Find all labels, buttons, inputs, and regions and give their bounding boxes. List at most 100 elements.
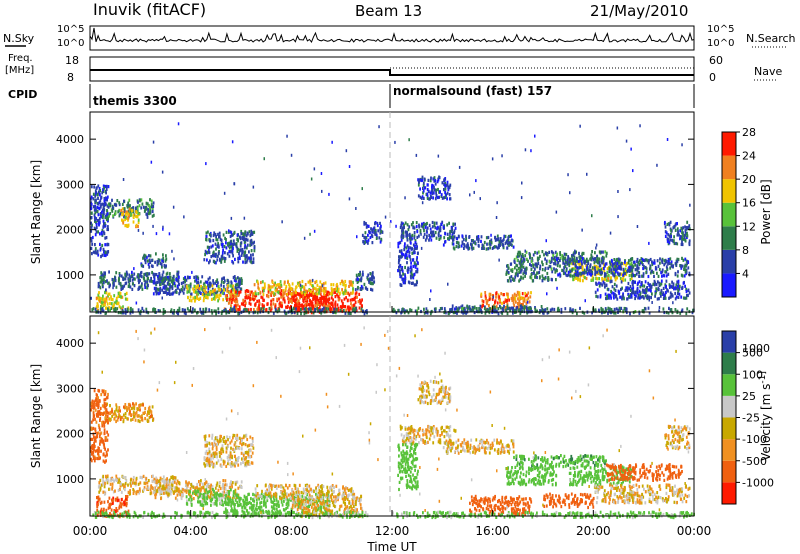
data-cell	[637, 281, 639, 285]
data-cell	[590, 269, 593, 273]
data-cell	[641, 309, 644, 313]
data-cell	[552, 253, 555, 257]
data-cell	[645, 271, 648, 275]
data-cell	[213, 309, 216, 313]
freq-series	[90, 69, 694, 76]
data-cell	[141, 476, 143, 480]
data-cell	[98, 187, 101, 191]
data-cell	[101, 243, 104, 248]
data-cell	[154, 260, 156, 264]
data-cell	[400, 283, 402, 287]
data-cell	[118, 281, 121, 285]
data-cell	[634, 280, 636, 284]
data-cell	[407, 311, 410, 315]
data-cell	[309, 307, 312, 311]
data-cell	[420, 224, 423, 228]
data-cell	[671, 280, 673, 284]
data-cell	[631, 287, 633, 291]
data-cell	[476, 237, 478, 241]
data-cell	[420, 196, 423, 200]
data-cell	[163, 280, 165, 284]
data-cell	[198, 287, 201, 291]
data-cell	[527, 291, 530, 295]
data-cell	[268, 285, 271, 289]
data-cell	[519, 267, 522, 272]
data-cell	[256, 280, 259, 284]
data-cell	[109, 283, 111, 287]
data-cell	[674, 291, 677, 296]
data-cell	[495, 245, 498, 249]
data-cell	[145, 212, 148, 216]
data-cell	[368, 231, 371, 235]
data-cell	[481, 299, 484, 303]
data-cell	[604, 262, 607, 266]
data-cell	[157, 261, 160, 265]
data-cell	[188, 309, 191, 313]
data-cell	[507, 306, 510, 311]
colorbar-swatch	[722, 132, 736, 156]
data-cell	[246, 258, 249, 262]
data-cell	[410, 271, 413, 275]
data-cell	[669, 284, 671, 288]
data-cell	[107, 243, 110, 247]
data-cell	[573, 273, 576, 277]
data-cell	[583, 268, 586, 272]
data-cell	[232, 294, 234, 298]
data-cell	[295, 285, 298, 289]
data-cell	[414, 261, 416, 265]
data-cell	[689, 203, 691, 207]
data-cell	[437, 154, 440, 158]
data-cell	[416, 235, 419, 239]
data-cell	[557, 307, 559, 311]
data-cell	[416, 267, 419, 271]
data-cell	[659, 294, 662, 298]
data-cell	[519, 308, 522, 312]
data-cell	[300, 287, 302, 291]
data-cell	[144, 283, 146, 287]
data-cell	[186, 275, 189, 279]
data-cell	[603, 269, 606, 273]
data-cell	[141, 306, 144, 310]
data-cell	[91, 223, 93, 227]
data-cell	[579, 272, 582, 276]
data-cell	[505, 308, 507, 312]
data-cell	[240, 277, 243, 281]
data-cell	[213, 292, 216, 296]
data-cell	[244, 257, 247, 261]
data-cell	[103, 275, 106, 279]
data-cell	[222, 291, 224, 295]
data-cell	[589, 257, 591, 261]
data-cell	[106, 209, 108, 213]
data-cell	[212, 250, 215, 254]
data-cell	[112, 214, 114, 218]
data-cell	[596, 270, 598, 274]
data-cell	[274, 286, 277, 291]
data-cell	[609, 280, 612, 284]
data-cell	[370, 282, 373, 286]
data-cell	[97, 485, 100, 489]
data-cell	[239, 290, 242, 294]
data-cell	[482, 244, 485, 248]
data-cell	[93, 208, 96, 212]
data-cell	[606, 267, 609, 271]
data-cell	[237, 260, 240, 264]
data-cell	[546, 307, 549, 311]
data-cell	[334, 302, 336, 306]
data-cell	[458, 235, 460, 239]
data-cell	[107, 250, 110, 254]
data-cell	[674, 308, 677, 312]
data-cell	[586, 266, 588, 270]
data-cell	[625, 272, 628, 277]
data-cell	[629, 285, 632, 289]
data-cell	[194, 288, 197, 292]
data-cell	[621, 286, 623, 290]
data-cell	[314, 291, 317, 295]
data-cell	[520, 296, 523, 300]
data-cell	[434, 309, 437, 313]
data-cell	[204, 284, 206, 288]
data-cell	[348, 293, 351, 297]
data-cell	[461, 234, 464, 238]
data-cell	[250, 229, 253, 233]
data-cell	[111, 209, 114, 213]
data-cell	[189, 285, 192, 289]
